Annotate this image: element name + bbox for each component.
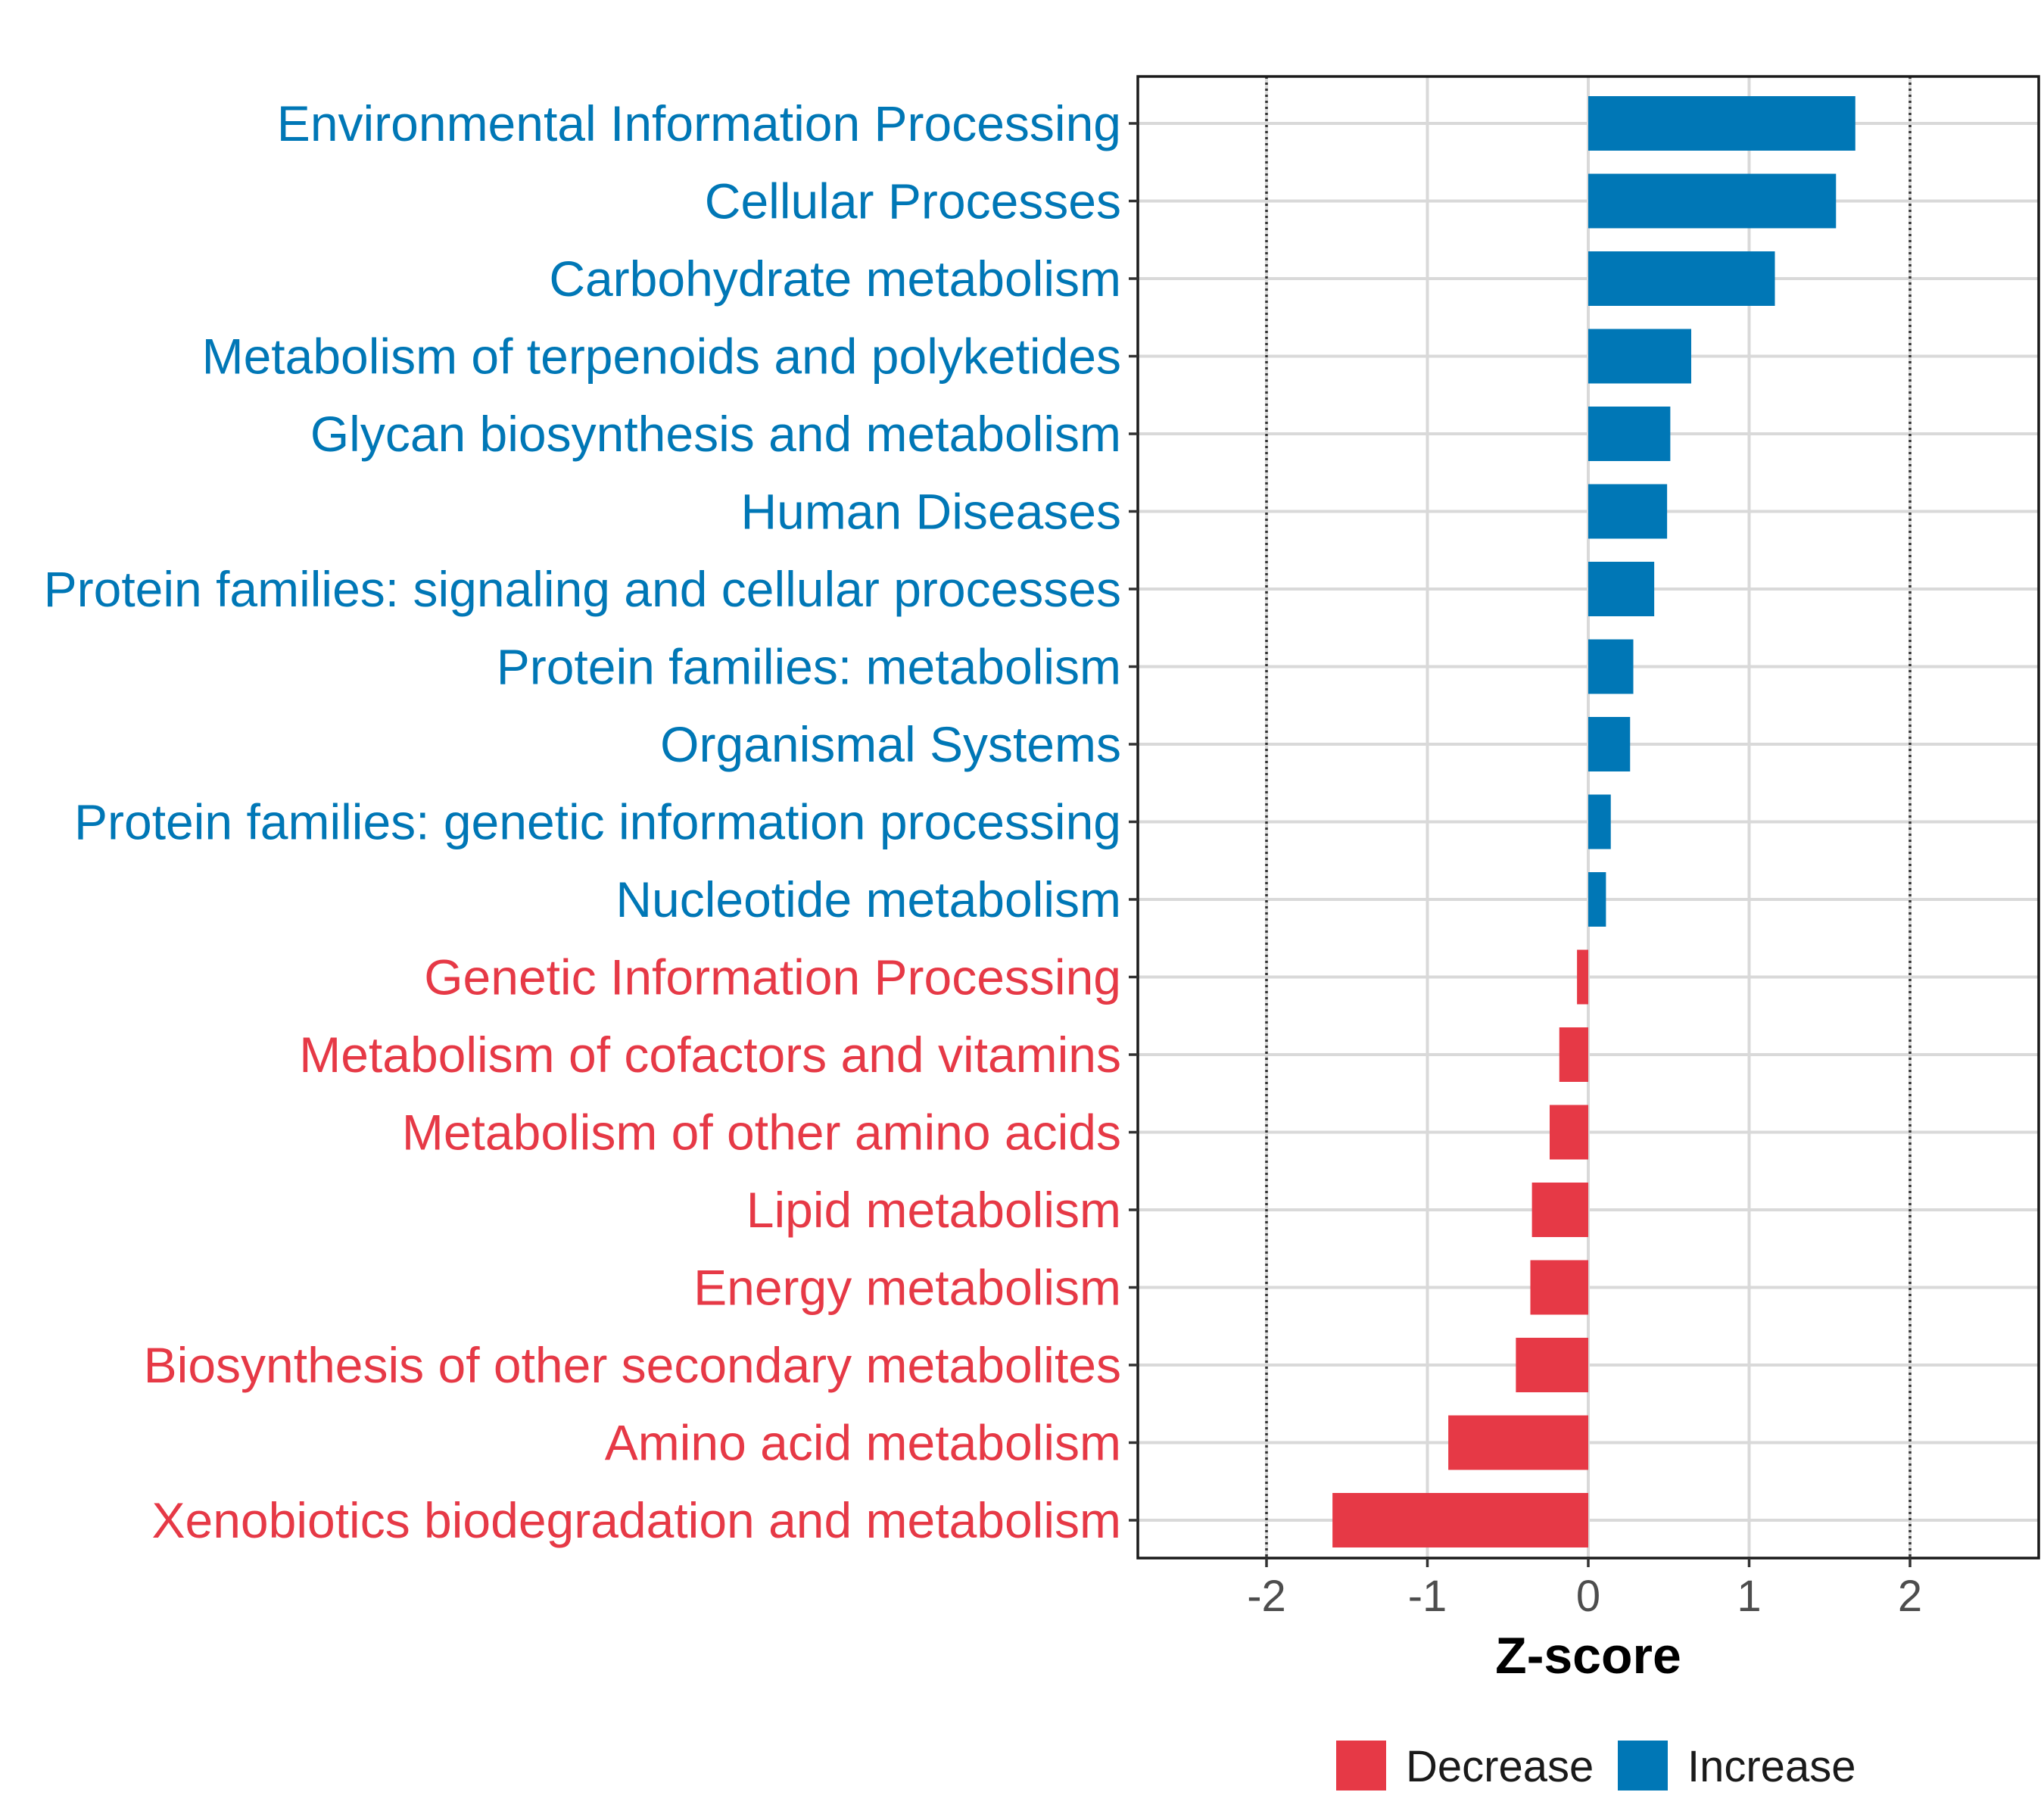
bar-12 [1559, 1027, 1588, 1082]
category-label: Glycan biosynthesis and metabolism [310, 406, 1121, 462]
category-label: Protein families: metabolism [497, 639, 1121, 695]
x-tick-label: 2 [1898, 1572, 1922, 1621]
bar-15 [1530, 1260, 1588, 1315]
category-label: Energy metabolism [693, 1260, 1121, 1316]
category-label: Amino acid metabolism [605, 1415, 1121, 1471]
category-label: Genetic Information Processing [424, 949, 1121, 1005]
category-label: Biosynthesis of other secondary metaboli… [144, 1337, 1121, 1393]
bar-17 [1448, 1415, 1588, 1470]
category-label: Nucleotide metabolism [615, 871, 1121, 927]
x-tick-label: -2 [1247, 1572, 1286, 1621]
category-label: Organismal Systems [660, 716, 1121, 772]
x-tick-label: 1 [1737, 1572, 1761, 1621]
bar-13 [1550, 1105, 1588, 1160]
bar-8 [1588, 717, 1631, 771]
bar-5 [1588, 484, 1668, 539]
legend-swatch-increase [1618, 1741, 1668, 1791]
x-tick-label: 0 [1576, 1572, 1600, 1621]
reference-lines [1265, 76, 1912, 1558]
bar-3 [1588, 329, 1691, 384]
category-label: Carbohydrate metabolism [549, 251, 1121, 307]
category-label: Lipid metabolism [746, 1182, 1121, 1238]
category-label: Metabolism of cofactors and vitamins [299, 1027, 1121, 1083]
category-label: Protein families: genetic information pr… [74, 794, 1121, 850]
legend-label-decrease: Decrease [1406, 1742, 1594, 1791]
x-axis-title: Z-score [1495, 1627, 1681, 1685]
bar-11 [1577, 949, 1588, 1005]
y-axis-ticks [1129, 122, 1138, 1522]
category-label: Metabolism of other amino acids [402, 1105, 1121, 1161]
bar-10 [1588, 872, 1606, 927]
bar-9 [1588, 794, 1611, 849]
x-tick-label: -1 [1408, 1572, 1447, 1621]
bar-14 [1531, 1183, 1588, 1237]
category-label: Cellular Processes [705, 173, 1121, 229]
bar-1 [1588, 173, 1837, 229]
bar-16 [1516, 1338, 1588, 1392]
bars [1332, 96, 1855, 1547]
bar-0 [1588, 96, 1855, 151]
category-label: Environmental Information Processing [277, 95, 1121, 151]
bar-4 [1588, 407, 1671, 461]
legend-label-increase: Increase [1687, 1742, 1855, 1791]
x-axis-ticks: -2 -1 0 1 2 [1247, 1558, 1922, 1621]
bar-18 [1332, 1493, 1588, 1547]
category-labels: Environmental Information Processing Cell… [44, 95, 1121, 1548]
bar-7 [1588, 639, 1634, 694]
category-label: Human Diseases [740, 484, 1121, 540]
category-label: Protein families: signaling and cellular… [44, 561, 1121, 617]
legend: Decrease Increase [1336, 1741, 1855, 1791]
category-label: Xenobiotics biodegradation and metabolis… [152, 1492, 1122, 1548]
category-label: Metabolism of terpenoids and polyketides [202, 329, 1121, 385]
bar-6 [1588, 562, 1655, 616]
bar-2 [1588, 251, 1775, 306]
legend-swatch-decrease [1336, 1741, 1386, 1791]
